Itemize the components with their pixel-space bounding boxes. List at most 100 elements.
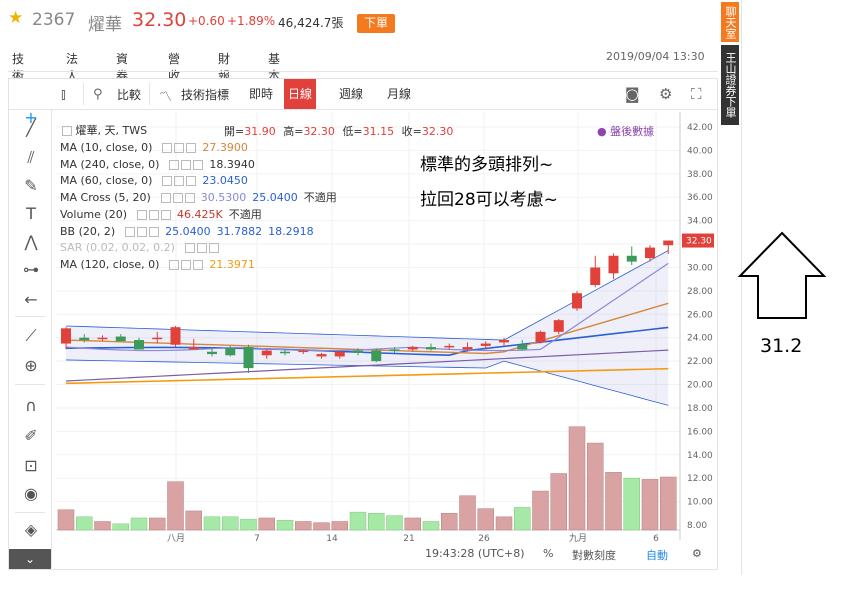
candle-body — [480, 343, 491, 346]
layers-icon[interactable]: ◈ — [24, 520, 38, 539]
volume-bar — [167, 481, 184, 531]
low-label: 低= — [342, 125, 363, 138]
candle-body — [407, 347, 418, 350]
projection-icon[interactable]: ⊶ — [23, 260, 39, 279]
time-tick-label: 14 — [326, 534, 338, 544]
legend-title-row: 燿華, 天, TWS — [60, 123, 147, 138]
close-value: 32.30 — [421, 125, 454, 138]
candle-body — [243, 347, 254, 369]
candle-body — [462, 347, 473, 350]
stock-code: 2367 — [32, 10, 76, 30]
candle-body — [207, 351, 217, 355]
indicator-controls[interactable] — [123, 225, 160, 238]
indicator-controls[interactable] — [167, 158, 204, 171]
indicator-name: MA (120, close, 0) — [60, 257, 160, 271]
time-tick-label: 九月 — [569, 533, 587, 544]
low-value: 31.15 — [362, 125, 395, 138]
period-realtime[interactable]: 即時 — [245, 79, 277, 109]
up-arrow-annotation — [737, 231, 827, 319]
indicator-name: Volume (20) — [60, 207, 127, 221]
order-button[interactable]: 下單 — [357, 14, 395, 33]
price-tick-label: 10.00 — [687, 498, 713, 508]
volume-bar — [258, 517, 275, 531]
volume-bar — [57, 509, 75, 531]
current-price-label: 32.30 — [686, 237, 712, 247]
candle-body — [389, 349, 400, 351]
text-tool-icon[interactable]: T — [26, 204, 36, 223]
high-label: 高= — [283, 125, 304, 138]
candle-body — [626, 255, 637, 262]
broker-order-tab[interactable]: 王山證券下單 — [721, 45, 739, 125]
fullscreen-icon[interactable]: ⛶ — [691, 85, 702, 103]
candle-body — [353, 350, 363, 353]
trendline-icon[interactable]: ╱ — [26, 118, 36, 137]
period-daily[interactable]: 日線 — [284, 79, 317, 109]
price-tick-label: 8.00 — [687, 521, 707, 531]
arrow-left-icon[interactable]: ← — [24, 290, 38, 309]
indicator-name: MA (10, close, 0) — [60, 141, 153, 154]
indicator-controls[interactable] — [183, 241, 219, 254]
candle-body — [298, 350, 309, 353]
high-value: 32.30 — [303, 125, 335, 138]
candle-body — [608, 255, 619, 274]
zoom-in-icon[interactable]: ⊕ — [24, 356, 38, 375]
fib-tool-icon[interactable]: ⫽ — [27, 148, 35, 167]
indicator-icon[interactable]: 〽 — [159, 90, 173, 105]
close-label: 收= — [401, 125, 422, 138]
pencil-lock-icon[interactable]: ✐ — [24, 426, 38, 445]
gear-icon[interactable]: ⚙ — [659, 85, 673, 103]
price-tick-label: 20.00 — [687, 381, 713, 391]
volume-bar — [386, 515, 403, 531]
after-hours-data[interactable]: ● 盤後數據 — [597, 125, 655, 138]
quote-datetime: 2019/09/04 13:30 — [606, 50, 705, 63]
candle-type-icon[interactable]: ⫾ — [61, 85, 66, 103]
compare-button[interactable]: 比較 — [117, 88, 142, 102]
toolbar-separator — [149, 83, 150, 105]
eye-icon[interactable]: ◉ — [24, 484, 38, 503]
indicators-button[interactable]: 技術指標 — [181, 88, 230, 102]
volume-bar — [94, 521, 111, 531]
ma60-line — [65, 326, 669, 357]
price-tick-label: 14.00 — [687, 451, 713, 461]
pattern-icon[interactable]: ⋀ — [24, 232, 38, 251]
compare-icon[interactable]: ⚲ — [93, 87, 103, 102]
magnet-icon[interactable]: ∩ — [25, 396, 37, 415]
price-tick-label: 40.00 — [687, 146, 713, 156]
period-monthly[interactable]: 月線 — [383, 79, 415, 109]
period-weekly[interactable]: 週線 — [335, 79, 367, 109]
indicator-controls[interactable] — [160, 141, 197, 154]
indicator-controls[interactable] — [135, 208, 171, 221]
volume-bar — [660, 476, 677, 531]
drawing-toolbar: + ╱ ⫽ ✎ T ⋀ ⊶ ← ⟋ ⊕ ∩ ✐ ⊡ ◉ ◈ — [9, 108, 52, 568]
favorite-star-icon[interactable]: ★ — [8, 8, 24, 28]
indicator-controls[interactable] — [160, 174, 197, 187]
stock-price: 32.30 — [132, 9, 187, 31]
collapse-icon[interactable] — [62, 126, 72, 136]
note-line-2: 拉回28可以考慮~ — [420, 190, 558, 210]
indicator-value: 27.3900 — [202, 141, 248, 154]
price-tick-label: 22.00 — [687, 357, 713, 367]
volume-bar — [550, 473, 567, 531]
crosshair-icon[interactable]: + — [24, 108, 38, 127]
ma240-line — [65, 349, 669, 382]
ruler-icon[interactable]: ⟋ — [25, 326, 37, 345]
candle-body — [261, 350, 272, 356]
camera-icon[interactable]: ◙ — [625, 85, 640, 103]
log-scale-toggle[interactable]: 對數刻度 — [572, 549, 616, 562]
auto-scale-toggle[interactable]: 自動 — [646, 549, 668, 562]
chat-room-tab[interactable]: 聊天室 — [721, 2, 739, 42]
clock-readout: 19:43:28 (UTC+8) — [425, 547, 525, 560]
brush-icon[interactable]: ✎ — [24, 176, 38, 195]
scale-settings-icon[interactable]: ⚙ — [692, 547, 702, 560]
indicator-row: BB (20, 2) 25.0400 31.7882 18.2918 — [60, 224, 314, 239]
price-tick-label: 42.00 — [687, 123, 713, 133]
indicator-controls[interactable] — [159, 191, 195, 204]
indicator-name: MA (240, close, 0) — [60, 157, 160, 171]
tools-collapse-icon[interactable]: ⌄ — [9, 549, 51, 569]
percent-scale-toggle[interactable]: % — [543, 547, 554, 560]
volume-bar — [495, 516, 513, 531]
indicator-controls[interactable] — [167, 258, 204, 271]
lock-icon[interactable]: ⊡ — [24, 456, 38, 475]
volume-bar — [441, 513, 458, 531]
